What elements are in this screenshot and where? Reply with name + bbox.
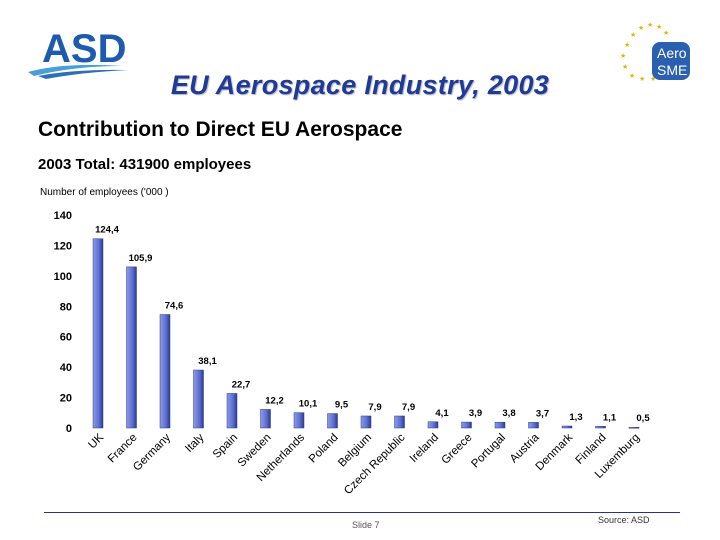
bar (260, 409, 271, 429)
category-label: Italy (183, 431, 207, 455)
svg-text:★: ★ (656, 23, 662, 31)
employees-bar-chart: 0 20 40 60 80 100 120 140 124,4 105,9 74,6 38,1 22,… (54, 210, 651, 497)
category-label: Ireland (408, 432, 441, 465)
svg-text:★: ★ (624, 41, 630, 49)
bar (528, 422, 539, 429)
svg-text:★: ★ (638, 24, 644, 32)
category-label: Denmark (534, 431, 576, 473)
bar-value-label: 3,7 (536, 408, 549, 419)
svg-text:★: ★ (663, 29, 669, 37)
svg-text:★: ★ (622, 63, 628, 71)
svg-text:★: ★ (639, 75, 645, 82)
source-note: Source: ASD (598, 515, 650, 525)
bar (595, 426, 606, 429)
bar-value-label: 74,6 (165, 301, 184, 312)
category-label: Spain (211, 432, 240, 461)
bar (360, 415, 372, 429)
bar (126, 266, 137, 429)
asd-swoosh-icon (28, 64, 128, 79)
bar (193, 369, 204, 429)
bar-value-label: 12,2 (265, 395, 284, 406)
aerosme-line2: SME (657, 62, 687, 78)
y-tick-label: 100 (54, 271, 72, 283)
bar-value-label: 1,1 (603, 412, 617, 423)
svg-text:★: ★ (620, 52, 626, 60)
slide-number: Slide 7 (352, 520, 380, 530)
bar (394, 415, 405, 429)
bar-value-label: 124,4 (95, 225, 119, 236)
asd-logo: ASD (24, 26, 156, 80)
bar (561, 425, 573, 429)
category-label: UK (86, 431, 106, 451)
y-axis-label: Number of employees ('000 ) (40, 187, 169, 198)
bar (461, 421, 472, 429)
y-tick-label: 0 (66, 423, 72, 435)
total-employees: 2003 Total: 431900 employees (38, 156, 252, 173)
svg-text:★: ★ (630, 31, 636, 39)
bar (92, 238, 104, 429)
chart-subtitle: Contribution to Direct EU Aerospace (38, 118, 403, 141)
eu-stars-icon: ★ ★ ★ ★ ★ ★★ ★★ ★ ★ (620, 21, 669, 83)
bar-value-label: 10,1 (299, 399, 318, 410)
category-label: Germany (131, 431, 173, 473)
footer-divider (44, 512, 680, 513)
page-title: EU Aerospace Industry, 2003 (170, 70, 550, 100)
y-tick-label: 140 (54, 210, 72, 222)
bar (427, 421, 439, 429)
bar-value-label: 9,5 (335, 400, 349, 411)
y-tick-label: 40 (60, 362, 72, 374)
bar-value-label: 3,9 (469, 408, 482, 419)
y-tick-label: 120 (54, 240, 72, 252)
svg-text:★: ★ (650, 75, 656, 82)
asd-logo-text: ASD (42, 27, 126, 71)
bar-value-label: 105,9 (129, 253, 153, 264)
bar (293, 412, 305, 429)
bar-value-label: 7,9 (402, 402, 415, 413)
aerosme-line1: Aero (657, 45, 687, 61)
bar (494, 421, 506, 429)
svg-text:★: ★ (629, 72, 635, 80)
bar (327, 413, 338, 429)
y-tick-label: 60 (60, 332, 72, 344)
bar-value-label: 1,3 (569, 412, 582, 423)
aerosme-logo: ★ ★ ★ ★ ★ ★ ★ ★ ★ ★ ★ Aero SME (608, 20, 704, 83)
bar-value-label: 38,1 (198, 356, 217, 367)
bar (226, 393, 238, 429)
bar (159, 314, 171, 429)
bar-value-label: 7,9 (368, 402, 381, 413)
bar-value-label: 0,5 (636, 413, 650, 424)
category-label: Portugal (469, 432, 508, 471)
svg-text:★: ★ (647, 21, 653, 29)
bar-value-label: 3,8 (502, 408, 515, 419)
y-tick-label: 20 (60, 393, 72, 405)
bar-value-label: 22,7 (232, 379, 251, 390)
y-tick-label: 80 (60, 301, 72, 313)
bar-value-label: 4,1 (435, 408, 449, 419)
category-label: Czech Republic (342, 431, 408, 497)
bar (628, 426, 640, 429)
